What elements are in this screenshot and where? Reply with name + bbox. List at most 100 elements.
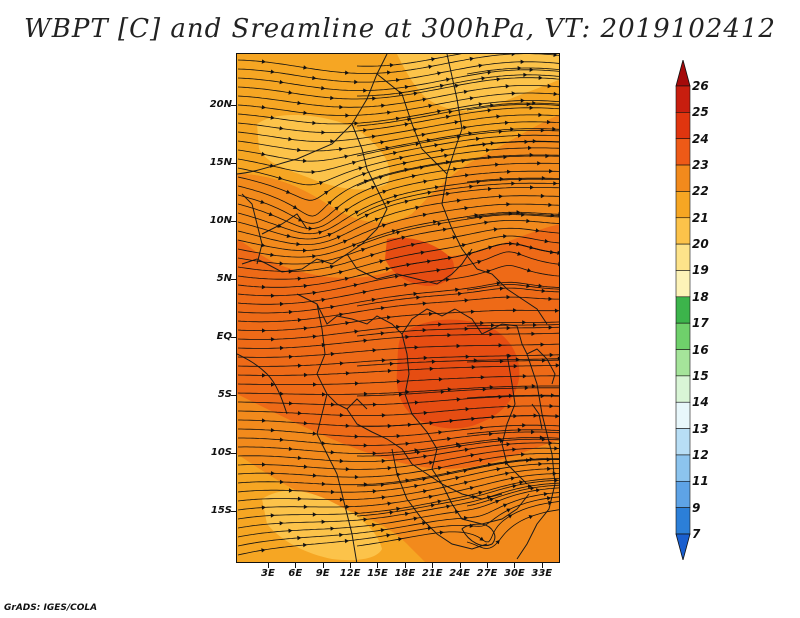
streamline-arrow xyxy=(506,442,511,447)
streamline-arrow xyxy=(361,172,367,177)
streamline-arrow xyxy=(297,363,302,368)
streamline-arrow xyxy=(469,523,474,528)
streamline-arrow xyxy=(427,190,432,195)
streamline-arrow xyxy=(428,64,433,69)
streamline-arrow xyxy=(555,414,559,419)
y-tick-mark xyxy=(231,221,237,223)
streamline-arrow xyxy=(279,261,284,266)
streamline-arrow xyxy=(463,468,468,473)
x-tick-mark xyxy=(541,562,543,568)
streamline-arrow xyxy=(288,401,293,406)
streamline-arrow xyxy=(413,127,418,132)
streamline xyxy=(356,155,559,187)
streamline-arrow xyxy=(512,447,517,452)
streamline-arrow xyxy=(430,503,436,508)
streamline-arrow xyxy=(308,226,313,231)
streamline-arrow xyxy=(504,120,509,125)
streamline-arrow xyxy=(270,337,275,342)
streamline-arrow xyxy=(413,516,418,521)
streamline-arrow xyxy=(557,356,559,361)
streamline-arrow xyxy=(528,145,532,151)
streamline-arrow xyxy=(270,428,275,433)
streamline-arrow xyxy=(312,254,317,259)
streamline-arrow xyxy=(270,471,275,476)
streamline-arrow xyxy=(285,189,291,194)
streamline-arrow xyxy=(339,361,344,366)
streamline-arrow xyxy=(447,387,452,392)
streamline-arrow xyxy=(270,513,275,518)
streamline-arrow xyxy=(279,126,284,131)
colorbar-level-label: 23 xyxy=(692,158,709,173)
streamline xyxy=(237,141,559,186)
x-tick-label: 12E xyxy=(339,568,361,579)
grads-credit: GrADS: IGES/COLA xyxy=(4,603,98,613)
colorbar-cell xyxy=(675,428,691,456)
streamline-arrow xyxy=(496,467,501,472)
streamline-arrow xyxy=(398,537,403,542)
wbpt-field xyxy=(237,54,559,562)
streamline-arrow xyxy=(508,393,513,398)
streamline-arrow xyxy=(526,218,531,224)
streamline-arrow xyxy=(464,326,469,331)
streamline-arrow xyxy=(312,290,317,296)
streamline-arrow xyxy=(531,383,536,389)
streamline-arrow xyxy=(453,167,458,172)
x-tick-label: 9E xyxy=(315,568,330,579)
streamline-arrow xyxy=(324,190,329,195)
streamline-arrow xyxy=(480,320,485,326)
streamline-arrow xyxy=(545,153,550,159)
streamline-arrow xyxy=(404,167,409,172)
streamline-arrow xyxy=(354,210,359,215)
streamline-arrow xyxy=(506,508,511,513)
streamline-arrow xyxy=(399,155,404,161)
streamline-arrow xyxy=(297,535,302,541)
streamline-arrow xyxy=(529,457,534,462)
colorbar-cell xyxy=(675,112,691,140)
x-tick-mark xyxy=(267,562,269,568)
streamline-arrow xyxy=(437,109,442,114)
streamline-arrow xyxy=(512,308,517,313)
streamline-arrow xyxy=(468,251,473,256)
colorbar-level-label: 16 xyxy=(692,342,709,357)
streamline-arrow xyxy=(303,283,308,289)
x-tick-mark xyxy=(322,562,324,568)
streamline-arrow xyxy=(342,239,348,244)
streamline-arrow xyxy=(352,243,357,248)
streamline-arrow xyxy=(548,296,553,302)
streamline xyxy=(237,251,559,297)
streamline-arrow xyxy=(386,533,391,538)
streamline-arrow xyxy=(318,230,323,235)
streamline-arrow xyxy=(396,472,401,477)
streamline-arrow xyxy=(261,284,266,290)
streamline-arrow xyxy=(298,217,303,222)
streamline-arrow xyxy=(288,488,293,493)
streamline xyxy=(237,442,559,462)
streamline-arrow xyxy=(297,276,302,281)
streamline-arrow xyxy=(313,382,317,387)
streamline-arrow xyxy=(549,352,554,358)
colorbar-level-label: 25 xyxy=(692,105,709,120)
streamline-arrow xyxy=(488,245,493,250)
streamline xyxy=(356,54,462,67)
streamline-arrow xyxy=(458,291,463,296)
streamline-arrow xyxy=(401,235,406,240)
streamline-arrow xyxy=(535,488,541,493)
streamline-arrow xyxy=(389,510,394,515)
streamline-arrow xyxy=(288,354,293,359)
streamline-arrow xyxy=(312,473,317,478)
streamline-arrow xyxy=(354,121,359,126)
x-tick-label: 27E xyxy=(476,568,498,579)
colorbar-cell xyxy=(675,349,691,377)
streamline-arrow xyxy=(455,442,461,447)
streamline xyxy=(237,61,559,83)
streamline-arrow xyxy=(279,301,284,307)
colorbar-cell xyxy=(675,296,691,324)
streamline-arrow xyxy=(553,181,558,186)
streamline-arrow xyxy=(438,322,443,327)
border-line xyxy=(241,193,263,265)
streamline-arrow xyxy=(455,509,460,515)
streamline-arrow xyxy=(297,411,302,416)
streamline-arrow xyxy=(554,478,559,483)
streamline-arrow xyxy=(381,458,386,464)
streamline-arrow xyxy=(288,446,293,451)
